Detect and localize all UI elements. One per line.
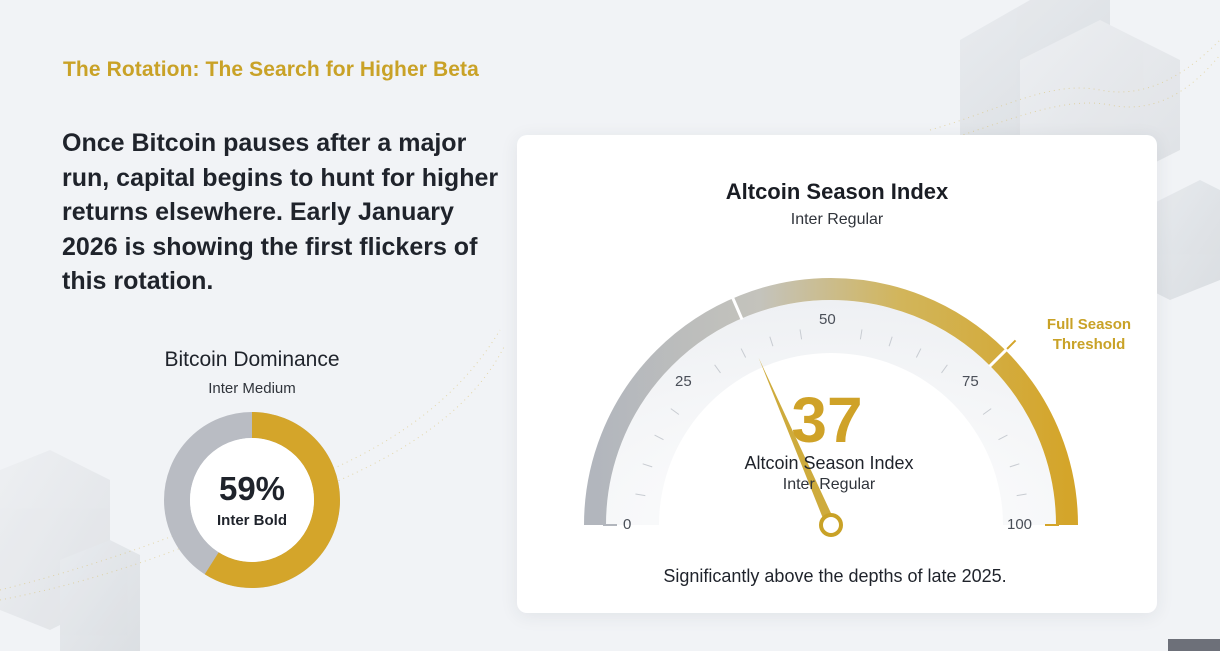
dominance-value-font-note: Inter Bold bbox=[217, 512, 287, 529]
gauge-minor-tick bbox=[714, 364, 721, 374]
gauge-needle bbox=[758, 357, 836, 527]
gauge-tick-label-100: 100 bbox=[1007, 516, 1033, 533]
dotted-wave-decoration bbox=[0, 39, 1220, 601]
donut-center bbox=[190, 438, 314, 562]
gauge-arc bbox=[584, 278, 1078, 526]
gauge-inner-face bbox=[659, 353, 1003, 525]
dominance-value: 59% bbox=[218, 470, 286, 507]
gauge-arc-value-separator bbox=[731, 296, 744, 321]
gauge-tick-label-75: 75 bbox=[962, 373, 979, 390]
full-season-threshold-label: Full Season Threshold bbox=[1046, 316, 1132, 353]
altcoin-season-gauge bbox=[584, 278, 1078, 537]
gauge-minor-tick bbox=[799, 329, 803, 340]
lede-paragraph: Once Bitcoin pauses after a major run, c… bbox=[62, 129, 499, 295]
gauge-minor-tick bbox=[941, 364, 948, 374]
gauge-value: 37 bbox=[791, 384, 863, 456]
gauge-minor-tick bbox=[642, 463, 653, 468]
gauge-minor-tick bbox=[654, 434, 664, 441]
gauge-minor-tick bbox=[888, 336, 893, 347]
gauge-inner-label: Altcoin Season Index bbox=[744, 453, 914, 473]
gauge-minor-tick bbox=[998, 434, 1008, 441]
gauge-tick-label-25: 25 bbox=[675, 373, 692, 390]
gauge-tick-label-50: 50 bbox=[819, 311, 836, 328]
corner-bar bbox=[1168, 639, 1220, 651]
dominance-title: Bitcoin Dominance bbox=[164, 348, 340, 371]
gauge-needle-hub bbox=[819, 513, 843, 537]
gauge-inner-font-note: Inter Regular bbox=[782, 476, 876, 493]
gauge-footnote: Significantly above the depths of late 2… bbox=[663, 566, 1007, 586]
dominance-font-note: Inter Medium bbox=[208, 380, 296, 397]
gauge-minor-tick bbox=[635, 493, 646, 497]
gauge-threshold-marker bbox=[988, 348, 1008, 368]
gauge-threshold-pointer bbox=[1006, 339, 1017, 350]
gauge-minor-tick bbox=[1009, 463, 1020, 468]
dominance-donut-chart bbox=[164, 412, 340, 588]
gauge-title: Altcoin Season Index bbox=[725, 179, 949, 204]
gauge-minor-tick bbox=[859, 329, 863, 340]
gauge-minor-tick bbox=[769, 336, 774, 347]
altcoin-season-card: Altcoin Season Index Inter Regular 0 25 … bbox=[517, 135, 1157, 613]
gauge-minor-tick bbox=[740, 348, 747, 358]
gauge-minor-tick bbox=[915, 348, 922, 358]
gauge-title-font-note: Inter Regular bbox=[790, 211, 884, 228]
donut-segment-bitcoin bbox=[164, 412, 340, 588]
gauge-minor-tick bbox=[670, 408, 680, 415]
cube-decoration-bottom-left bbox=[0, 450, 140, 651]
gauge-minor-tick bbox=[982, 408, 992, 415]
gauge-tick-label-0: 0 bbox=[623, 516, 632, 533]
section-eyebrow: The Rotation: The Search for Higher Beta bbox=[63, 58, 479, 81]
gauge-minor-tick bbox=[1016, 493, 1027, 497]
